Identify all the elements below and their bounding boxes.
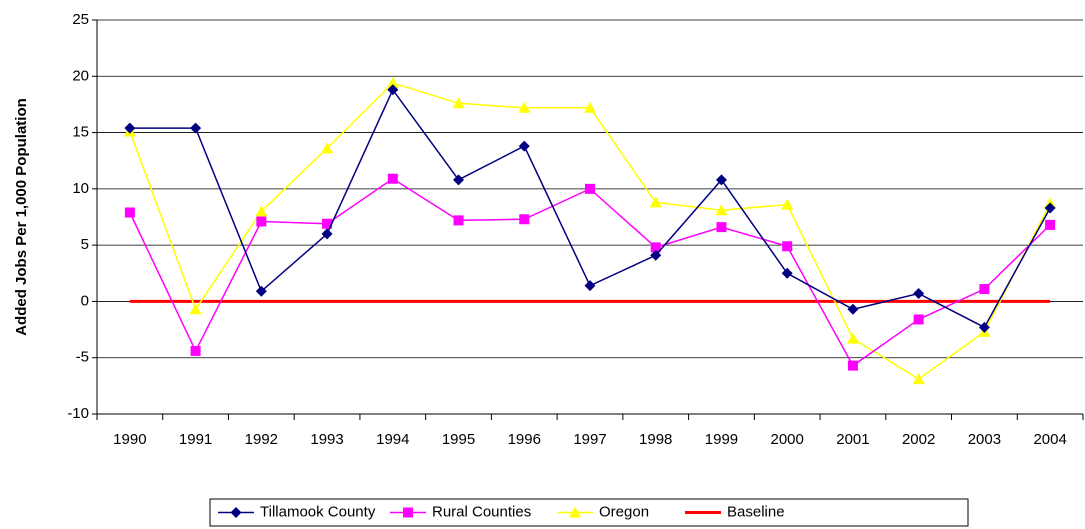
x-tick-label: 1998 (639, 431, 672, 448)
legend-marker (230, 507, 242, 518)
point-marker (847, 303, 859, 315)
point-marker (452, 97, 465, 109)
point-marker (453, 215, 464, 226)
point-marker (453, 174, 465, 186)
point-marker (190, 122, 202, 134)
point-marker (781, 267, 793, 279)
point-marker (846, 332, 859, 344)
x-tick-label: 1992 (245, 431, 278, 448)
x-tick-label: 2002 (902, 431, 935, 448)
x-tick-label: 1991 (179, 431, 212, 448)
y-tick-label: -5 (76, 349, 89, 366)
point-marker (649, 196, 662, 208)
point-marker (979, 284, 990, 295)
point-marker (584, 101, 596, 113)
y-tick-label: 5 (81, 236, 89, 253)
point-marker (1045, 219, 1056, 230)
point-marker (124, 207, 135, 218)
point-marker (781, 198, 794, 210)
point-marker (518, 140, 530, 152)
point-marker (518, 101, 531, 113)
legend-label: Oregon (599, 503, 649, 520)
legend-marker (569, 506, 581, 518)
legend-label: Baseline (727, 503, 785, 520)
point-marker (913, 288, 925, 300)
x-tick-label: 1990 (113, 431, 146, 448)
point-marker (912, 373, 925, 385)
point-marker (256, 216, 267, 227)
y-tick-label: 10 (72, 180, 89, 197)
point-marker (847, 360, 858, 371)
y-tick-label: 20 (72, 67, 89, 84)
x-tick-label: 1997 (573, 431, 606, 448)
x-tick-label: 1994 (376, 431, 409, 448)
point-marker (716, 222, 727, 233)
point-marker (190, 345, 201, 356)
point-marker (978, 321, 990, 333)
x-tick-label: 1995 (442, 431, 475, 448)
x-tick-label: 1993 (310, 431, 343, 448)
point-marker (715, 174, 727, 186)
point-marker (519, 214, 530, 225)
point-marker (387, 84, 399, 96)
legend-label: Tillamook County (260, 503, 376, 520)
point-marker (387, 173, 398, 184)
x-tick-label: 2001 (836, 431, 869, 448)
legend-marker (403, 507, 413, 518)
x-tick-label: 1999 (705, 431, 738, 448)
x-tick-label: 2003 (968, 431, 1001, 448)
point-marker (255, 205, 268, 217)
point-marker (1044, 202, 1056, 214)
point-marker (321, 142, 334, 154)
point-marker (715, 204, 728, 216)
legend-box (209, 498, 969, 527)
point-marker (189, 303, 202, 315)
x-tick-label: 1996 (508, 431, 541, 448)
point-marker (585, 183, 595, 194)
point-marker (650, 249, 662, 261)
y-axis-label: Added Jobs Per 1,000 Population (13, 98, 30, 336)
y-tick-label: 25 (72, 11, 89, 28)
x-tick-label: 2004 (1033, 431, 1066, 448)
series-line (129, 177, 1051, 367)
y-tick-label: 0 (81, 292, 89, 309)
y-tick-label: -10 (67, 405, 89, 422)
point-marker (124, 122, 136, 134)
series-line (129, 82, 1051, 381)
point-marker (386, 77, 399, 89)
point-marker (322, 218, 333, 229)
point-marker (782, 241, 793, 252)
point-marker (321, 228, 333, 240)
x-tick-label: 2000 (771, 431, 804, 448)
point-marker (584, 280, 596, 292)
point-marker (650, 242, 661, 253)
y-tick-label: 15 (72, 124, 89, 141)
point-marker (255, 285, 267, 297)
legend-label: Rural Counties (432, 503, 531, 520)
series-line (129, 88, 1051, 329)
point-marker (913, 314, 924, 325)
